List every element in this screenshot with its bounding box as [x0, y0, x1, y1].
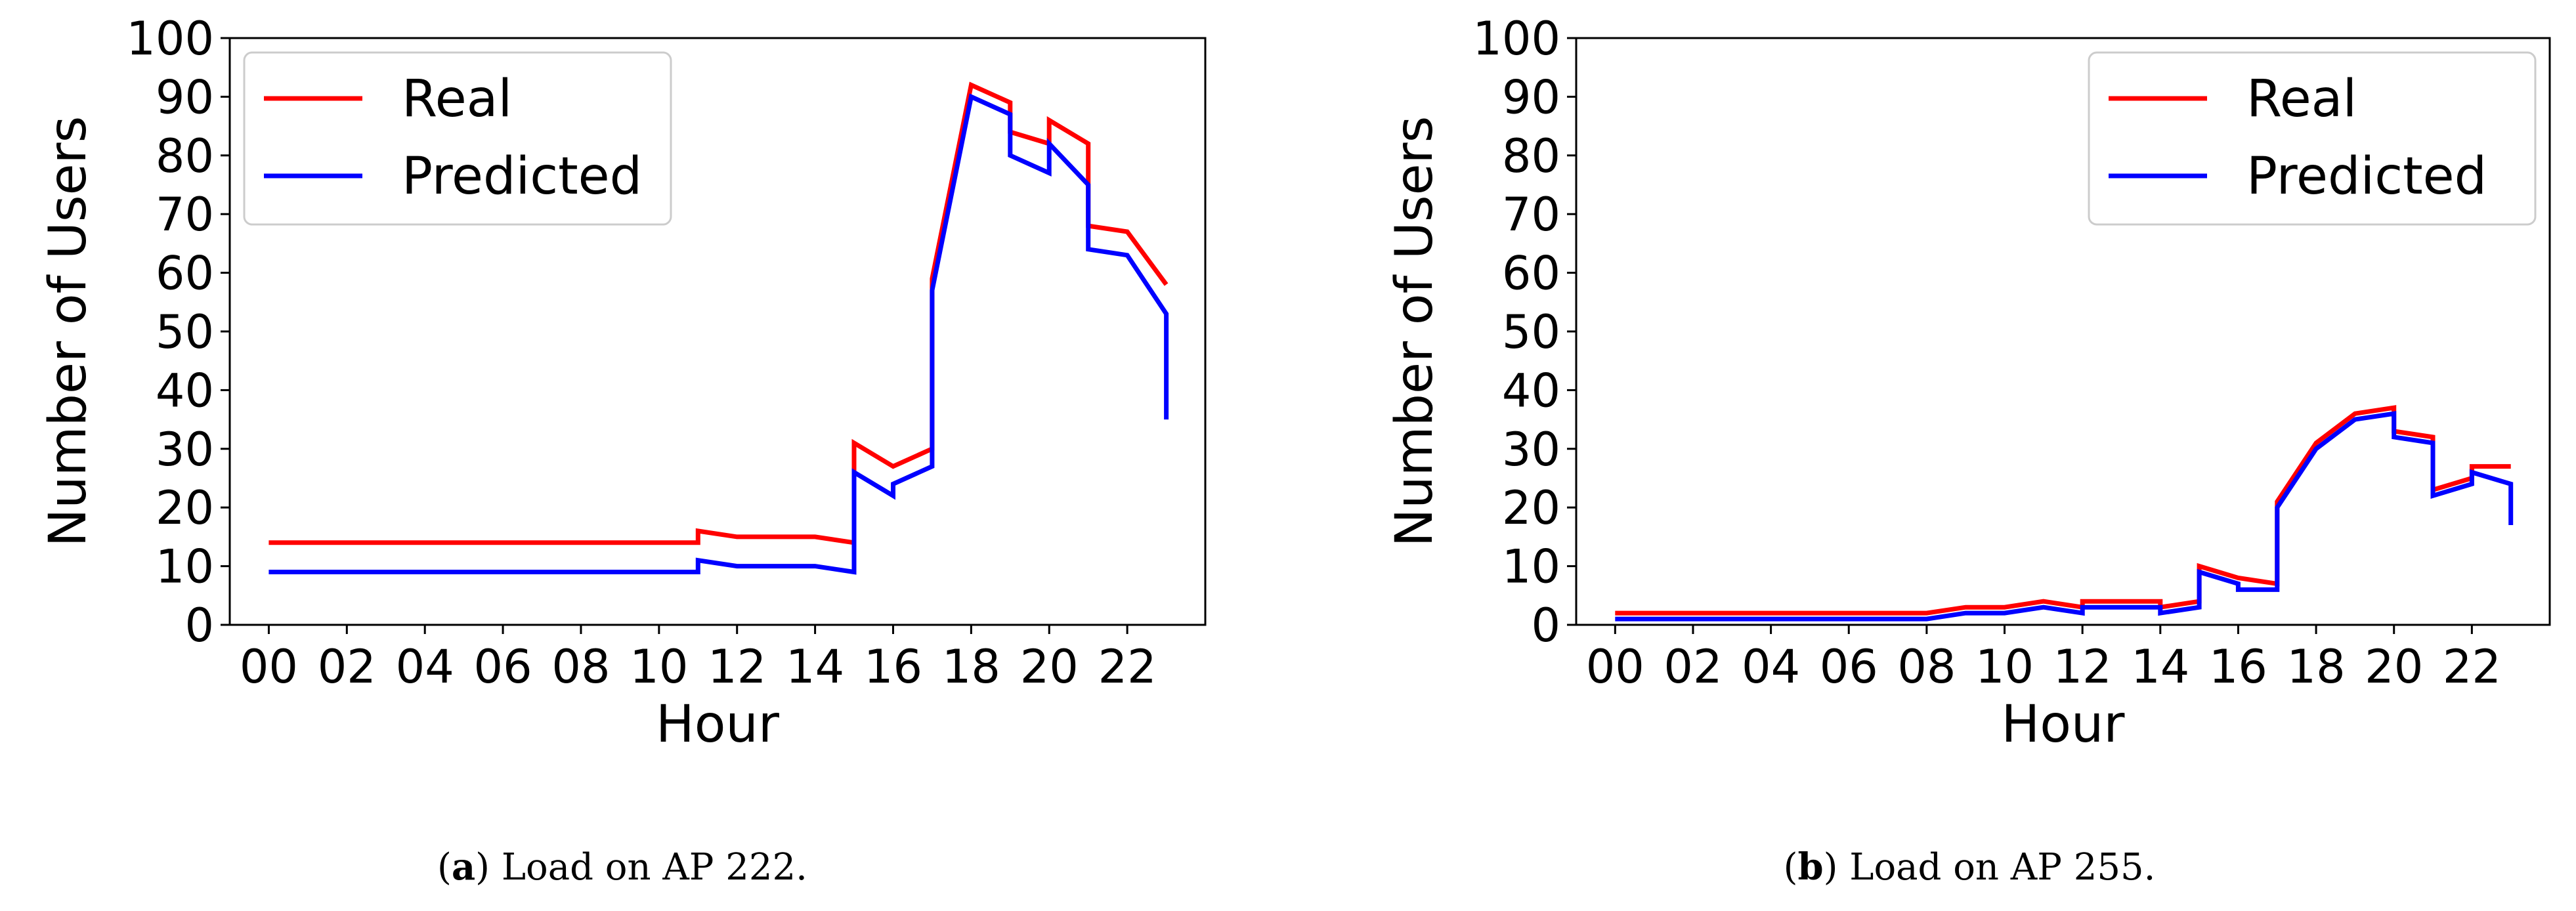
y-tick-label: 30	[156, 423, 214, 477]
y-tick-label: 60	[1502, 247, 1560, 301]
legend: Real Predicted	[2088, 51, 2537, 226]
caption-label: a	[452, 845, 475, 889]
x-tick-label: 18	[942, 640, 1000, 694]
series-line-real	[268, 81, 1169, 545]
y-tick-label: 0	[184, 599, 214, 652]
series-line-real	[1615, 405, 2511, 616]
legend-label-predicted: Predicted	[402, 147, 642, 206]
x-tick-label: 10	[630, 640, 688, 694]
x-tick-label: 06	[1820, 640, 1878, 694]
legend-box	[2088, 51, 2537, 226]
x-tick-label: 14	[786, 640, 844, 694]
x-tick-label: 10	[1975, 640, 2034, 694]
y-tick-label: 80	[156, 129, 214, 183]
legend: Real Predicted	[243, 51, 672, 226]
x-tick-label: 08	[1897, 640, 1956, 694]
legend-label-real: Real	[2246, 70, 2357, 129]
y-tick-label: 20	[1502, 481, 1560, 535]
x-tick-label: 20	[2365, 640, 2423, 694]
caption: (a) Load on AP 222.	[437, 845, 807, 889]
legend-label-real: Real	[402, 70, 512, 129]
x-tick-label: 12	[2053, 640, 2112, 694]
caption: (b) Load on AP 255.	[1784, 845, 2156, 889]
y-tick-label: 0	[1531, 599, 1560, 652]
x-tick-label: 12	[708, 640, 766, 694]
y-tick-label: 10	[1502, 540, 1560, 594]
x-tick-label: 04	[396, 640, 454, 694]
x-tick-label: 00	[240, 640, 298, 694]
x-tick-label: 02	[1664, 640, 1722, 694]
y-tick-label: 100	[1472, 12, 1560, 66]
y-tick-label: 60	[156, 247, 214, 301]
x-tick-label: 18	[2287, 640, 2346, 694]
y-tick-label: 50	[156, 305, 214, 359]
y-axis-label: Number of Users	[39, 116, 98, 547]
y-tick-label: 40	[1502, 364, 1560, 417]
x-axis-label: Hour	[2002, 695, 2126, 754]
y-tick-label: 100	[126, 12, 214, 66]
x-tick-label: 20	[1020, 640, 1079, 694]
legend-box	[243, 51, 672, 226]
y-tick-label: 70	[1502, 188, 1560, 242]
y-tick-label: 50	[1502, 305, 1560, 359]
y-tick-label: 40	[156, 364, 214, 417]
x-tick-label: 16	[864, 640, 922, 694]
x-axis-label: Hour	[656, 695, 780, 754]
caption-text: Load on AP 222.	[502, 846, 807, 889]
legend-label-predicted: Predicted	[2246, 147, 2487, 206]
y-tick-label: 70	[156, 188, 214, 242]
y-tick-label: 90	[1502, 70, 1560, 124]
series-line-predicted	[268, 93, 1169, 575]
x-tick-label: 00	[1586, 640, 1644, 694]
x-tick-label: 04	[1742, 640, 1800, 694]
y-axis-label: Number of Users	[1385, 116, 1444, 547]
caption-label: b	[1797, 845, 1823, 889]
x-tick-label: 16	[2209, 640, 2267, 694]
y-tick-label: 90	[156, 70, 214, 124]
y-tick-label: 80	[1502, 129, 1560, 183]
x-tick-label: 22	[2443, 640, 2501, 694]
x-tick-label: 02	[318, 640, 376, 694]
x-tick-label: 08	[551, 640, 610, 694]
series-line-predicted	[1615, 411, 2514, 622]
x-tick-label: 06	[474, 640, 532, 694]
x-tick-label: 22	[1098, 640, 1157, 694]
x-tick-label: 14	[2131, 640, 2189, 694]
y-tick-label: 30	[1502, 423, 1560, 477]
y-tick-label: 10	[156, 540, 214, 594]
y-tick-label: 20	[156, 481, 214, 535]
caption-text: Load on AP 255.	[1849, 846, 2155, 889]
